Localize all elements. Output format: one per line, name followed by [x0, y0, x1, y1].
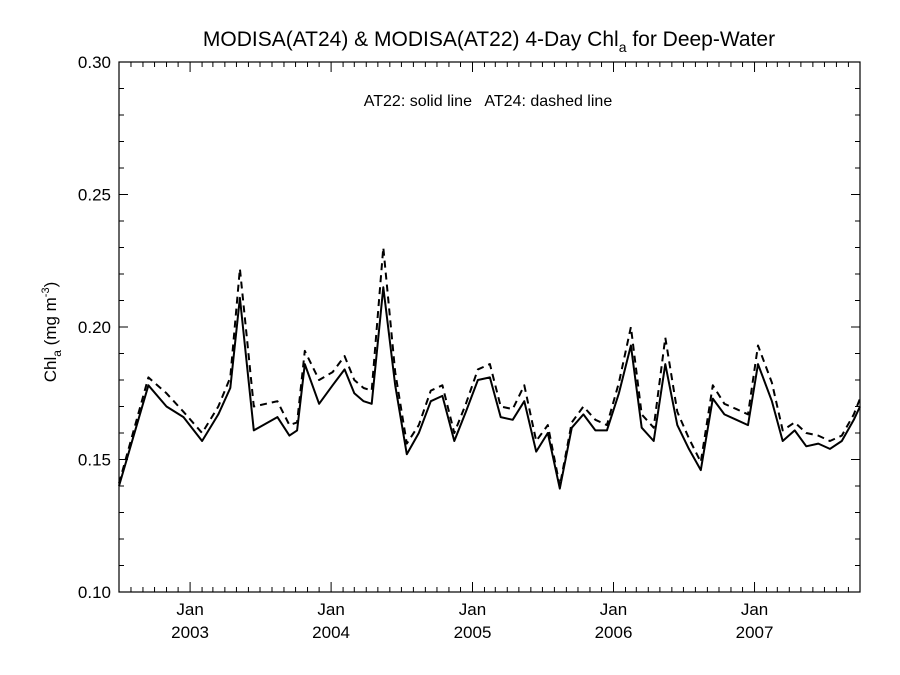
y-axis-label-superscript: -3 — [40, 287, 52, 297]
y-axis-label-subscript: a — [50, 350, 64, 357]
x-tick-label-year: 2005 — [454, 623, 492, 642]
chart-title-suffix: for Deep-Water — [626, 28, 776, 51]
y-axis-label: Chla (mg m-3) — [40, 282, 64, 383]
y-tick-label: 0.10 — [78, 583, 111, 602]
x-tick-label-month: Jan — [741, 600, 768, 619]
x-tick-label-month: Jan — [317, 600, 344, 619]
tick-labels: 0.10 0.15 0.20 0.25 0.30 Jan 2003 Jan 2004 Jan 200… — [78, 53, 774, 642]
y-tick-label: 0.20 — [78, 318, 111, 337]
tick-marks — [119, 61, 860, 593]
x-tick-label-year: 2004 — [312, 623, 350, 642]
x-tick-label-year: 2006 — [595, 623, 633, 642]
series-line-at24 — [118, 246, 861, 487]
y-tick-label: 0.15 — [78, 451, 111, 470]
plot-frame — [118, 61, 861, 593]
chart-title-main: MODISA(AT24) & MODISA(AT22) 4-Day Chl — [202, 28, 619, 51]
y-axis-label-units: (mg m — [41, 297, 60, 350]
chart-title-subscript: a — [618, 39, 627, 55]
y-axis-label-close: ) — [41, 282, 60, 288]
y-tick-label: 0.25 — [78, 186, 111, 205]
line-style-annotation: AT22: solid line AT24: dashed line — [364, 93, 613, 110]
x-tick-label-month: Jan — [600, 600, 627, 619]
x-tick-label-year: 2003 — [171, 623, 209, 642]
x-tick-label-month: Jan — [176, 600, 203, 619]
series-lines — [118, 246, 861, 490]
y-axis-label-main: Chl — [41, 357, 60, 383]
x-tick-label-month: Jan — [459, 600, 486, 619]
x-tick-label-year: 2007 — [736, 623, 774, 642]
y-tick-label: 0.30 — [78, 53, 111, 72]
chart-title: MODISA(AT24) & MODISA(AT22) 4-Day Chla f… — [0, 28, 900, 55]
series-line-at22 — [118, 286, 861, 490]
